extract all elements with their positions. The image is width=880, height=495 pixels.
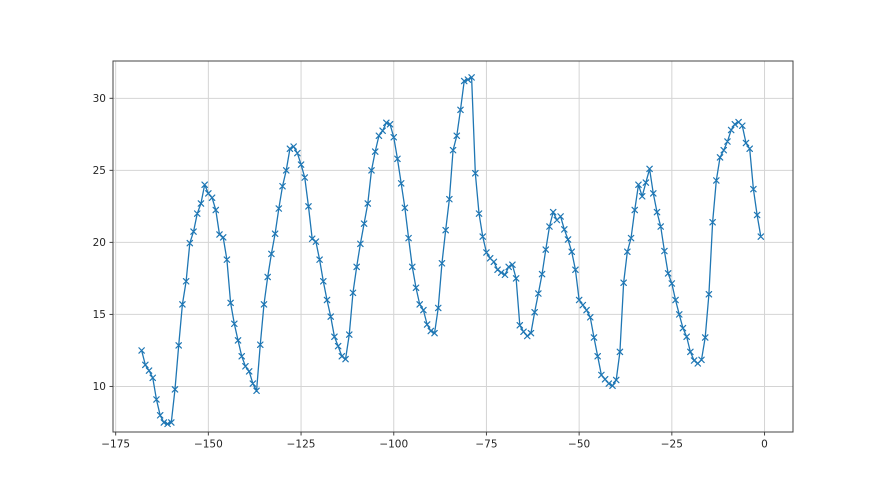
axis-tick-labels: −175 −150 −125 −100 −75 −50 −25 0 10 15 20 25 30: [93, 93, 768, 451]
plot-border: [112, 60, 794, 433]
x-tick-label: −100: [379, 439, 408, 451]
y-tick-label: 20: [93, 237, 106, 249]
y-tick-label: 30: [93, 93, 106, 105]
x-tick-label: 0: [761, 439, 768, 451]
x-tick-label: −25: [661, 439, 683, 451]
y-tick-label: 25: [93, 165, 106, 177]
x-tick-label: −50: [568, 439, 590, 451]
data-series-markers: [138, 74, 765, 428]
axis-ticks: [109, 97, 766, 436]
x-tick-label: −75: [475, 439, 497, 451]
x-tick-label: −175: [101, 439, 130, 451]
x-tick-label: −150: [194, 439, 223, 451]
y-tick-label: 10: [93, 381, 106, 393]
x-tick-label: −125: [287, 439, 316, 451]
y-tick-label: 15: [93, 309, 106, 321]
data-series-line: [140, 76, 762, 425]
